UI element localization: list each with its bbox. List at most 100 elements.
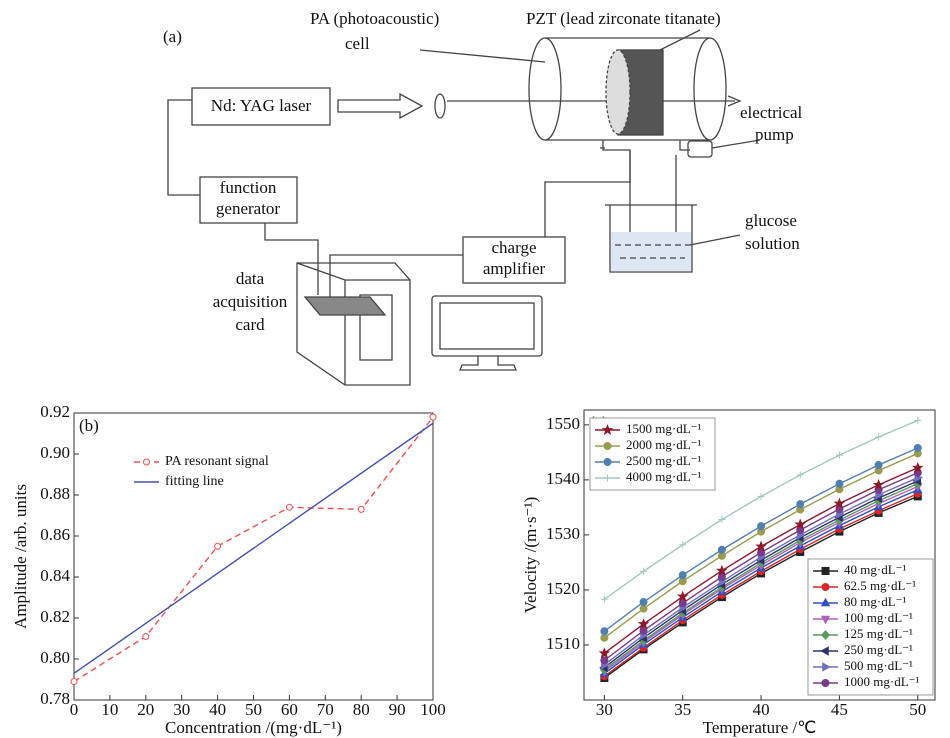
marker [214, 542, 222, 550]
label: acquisition [213, 292, 288, 311]
y-tick-label: 0.82 [40, 607, 70, 626]
marker [598, 647, 611, 659]
marker [637, 618, 650, 630]
y-tick-label: 1540 [546, 469, 580, 488]
wire [167, 99, 200, 196]
legend-label: 4000 mg·dL⁻¹ [626, 469, 701, 484]
marker [640, 567, 648, 575]
y-tick-label: 0.92 [40, 402, 70, 421]
label: Nd: YAG laser [211, 96, 312, 115]
x-tick-label: 60 [281, 700, 298, 719]
marker [874, 461, 883, 470]
marker [755, 540, 767, 552]
label: electrical [740, 103, 803, 122]
marker [679, 541, 687, 549]
y-tick-label: 0.88 [40, 484, 70, 503]
marker [429, 413, 437, 421]
marker [717, 545, 726, 554]
label: PA (photoacoustic) [310, 9, 439, 28]
marker [872, 478, 885, 490]
marker [911, 461, 924, 473]
leader [419, 49, 546, 63]
legend-marker [603, 458, 612, 466]
tubes [600, 140, 690, 245]
label: data [236, 269, 265, 288]
x-tick-label: 20 [137, 700, 154, 719]
solution [611, 232, 691, 271]
marker [600, 656, 609, 665]
card [303, 296, 387, 316]
marker [639, 598, 648, 607]
cell-end [693, 37, 727, 141]
y-tick-label: 0.86 [40, 525, 70, 544]
marker [639, 604, 648, 613]
legend-label: 250 mg·dL⁻¹ [844, 642, 913, 657]
marker [357, 505, 365, 513]
legend-label: 1000 mg·dL⁻¹ [844, 674, 919, 689]
label: PZT (lead zirconate titanate) [526, 9, 721, 28]
label: amplifier [483, 259, 546, 278]
label: generator [216, 199, 281, 218]
legend-label: 62.5 mg·dL⁻¹ [844, 578, 916, 593]
y-tick-label: 0.80 [40, 648, 70, 667]
marker [833, 497, 846, 509]
lens [434, 93, 446, 119]
marker [600, 627, 609, 636]
x-axis-title: Concentration /(mg·dL⁻¹) [165, 718, 342, 737]
marker [639, 626, 648, 635]
marker [70, 678, 78, 686]
beam-head [727, 95, 742, 107]
legend-marker [821, 583, 830, 591]
beam-arrow [337, 92, 424, 120]
y-tick-label: 1550 [546, 414, 580, 433]
marker [678, 599, 687, 608]
marker [718, 516, 726, 524]
y-tick-label: 1510 [546, 634, 580, 653]
legend-label: 2000 mg·dL⁻¹ [626, 437, 701, 452]
marker [796, 500, 805, 509]
y-axis-title: Amplitude /arb. units [11, 484, 30, 629]
legend-marker [820, 646, 829, 656]
marker [600, 595, 608, 603]
legend-box [807, 558, 934, 696]
legend-label: 100 mg·dL⁻¹ [844, 610, 913, 625]
x-tick-label: 70 [317, 700, 334, 719]
label: card [235, 315, 265, 334]
y-axis-title: Velocity /(m·s⁻¹) [521, 497, 540, 614]
marker [676, 590, 689, 602]
marker [717, 572, 726, 581]
series-line [73, 416, 434, 683]
marker [835, 451, 843, 459]
y-tick-label: 0.78 [40, 689, 70, 708]
x-tick-label: 50 [245, 700, 262, 719]
marker [875, 433, 883, 441]
legend-label: 500 mg·dL⁻¹ [844, 658, 913, 673]
legend-label: 1500 mg·dL⁻¹ [626, 421, 701, 436]
amplifier-box [462, 236, 566, 284]
marker [142, 632, 150, 640]
legend-marker [143, 458, 150, 466]
x-tick-label: 100 [420, 700, 446, 719]
legend-marker [820, 615, 831, 625]
legend-marker [601, 424, 614, 436]
stand [459, 356, 517, 371]
marker [285, 503, 293, 511]
x-axis-title: Temperature /℃ [703, 718, 817, 737]
x-tick-label: 10 [101, 700, 118, 719]
legend-label: PA resonant signal [165, 454, 269, 469]
legend-label: 2500 mg·dL⁻¹ [626, 453, 701, 468]
y-tick-label: 0.84 [40, 566, 70, 585]
x-tick-label: 30 [173, 700, 190, 719]
x-tick-label: 40 [209, 700, 226, 719]
generator-box [199, 176, 298, 224]
y-tick-label: 1520 [546, 579, 580, 598]
legend-marker [603, 442, 612, 450]
marker [913, 443, 922, 452]
cell-body [545, 37, 710, 141]
series-line [73, 422, 434, 674]
x-tick-label: 90 [389, 700, 406, 719]
marker [835, 479, 844, 488]
drive [359, 294, 393, 361]
legend-marker [821, 567, 830, 575]
panel-label: (b) [79, 416, 99, 435]
